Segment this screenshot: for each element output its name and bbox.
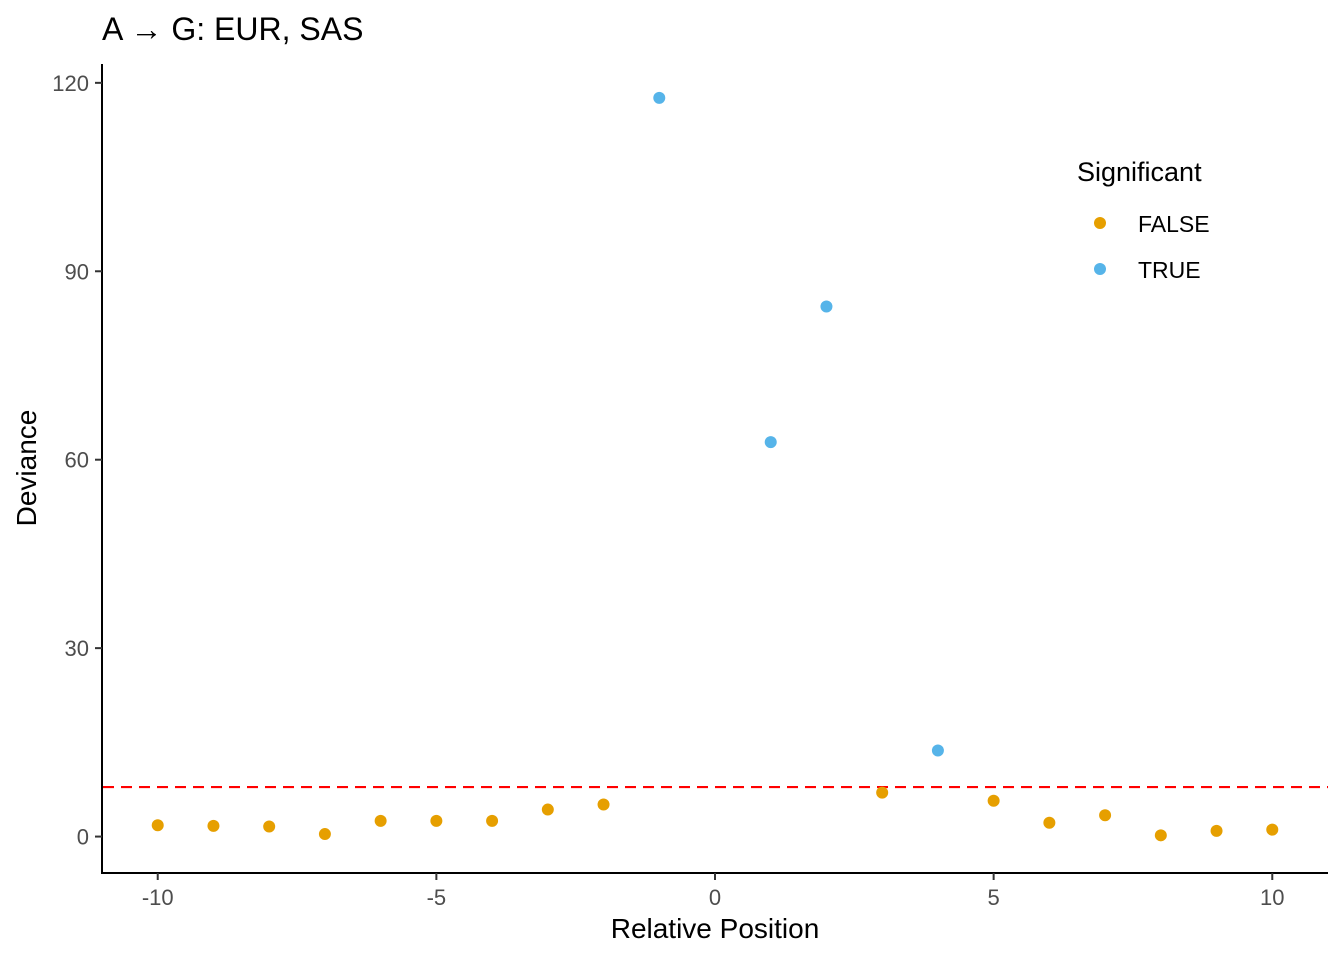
data-point-false xyxy=(263,820,276,833)
y-tick-label: 120 xyxy=(52,71,89,96)
data-point-false xyxy=(1210,824,1223,837)
data-point-false xyxy=(541,803,554,816)
y-axis-ticks: 0 30 60 90 120 xyxy=(52,71,102,850)
data-point-false xyxy=(1154,829,1167,842)
y-tick-label: 30 xyxy=(65,636,89,661)
data-point-false xyxy=(151,819,164,832)
data-point-false xyxy=(207,819,220,832)
data-point-true xyxy=(931,744,944,757)
data-point-false xyxy=(987,794,1000,807)
data-point-false xyxy=(876,786,889,799)
legend-key-false xyxy=(1094,217,1106,229)
y-tick-label: 90 xyxy=(65,259,89,284)
y-tick-label: 60 xyxy=(65,448,89,473)
legend-label-true: TRUE xyxy=(1138,257,1201,283)
x-tick-label: 10 xyxy=(1260,885,1284,910)
x-tick-label: -10 xyxy=(142,885,174,910)
points-layer xyxy=(151,91,1279,842)
x-tick-label: 5 xyxy=(988,885,1000,910)
legend-entries: FALSE TRUE xyxy=(1094,211,1210,283)
x-axis-label: Relative Position xyxy=(611,913,820,944)
data-point-false xyxy=(1099,809,1112,822)
data-point-false xyxy=(318,828,331,841)
data-point-false xyxy=(1043,816,1056,829)
chart-title: A → G: EUR, SAS xyxy=(102,11,363,47)
y-axis-label: Deviance xyxy=(11,410,42,527)
plot-area xyxy=(103,91,1328,842)
data-point-true xyxy=(764,436,777,449)
legend: Significant FALSE TRUE xyxy=(1077,157,1210,283)
legend-key-true xyxy=(1094,263,1106,275)
data-point-false xyxy=(486,814,499,827)
data-point-false xyxy=(597,798,610,811)
y-tick-label: 0 xyxy=(77,825,89,850)
data-point-true xyxy=(820,300,833,313)
x-tick-label: -5 xyxy=(427,885,447,910)
x-tick-label: 0 xyxy=(709,885,721,910)
data-point-false xyxy=(1266,823,1279,836)
data-point-false xyxy=(430,814,443,827)
x-axis-ticks: -10 -5 0 5 10 xyxy=(142,873,1285,910)
data-point-true xyxy=(653,91,666,104)
legend-label-false: FALSE xyxy=(1138,211,1210,237)
legend-title: Significant xyxy=(1077,157,1202,187)
data-point-false xyxy=(374,814,387,827)
